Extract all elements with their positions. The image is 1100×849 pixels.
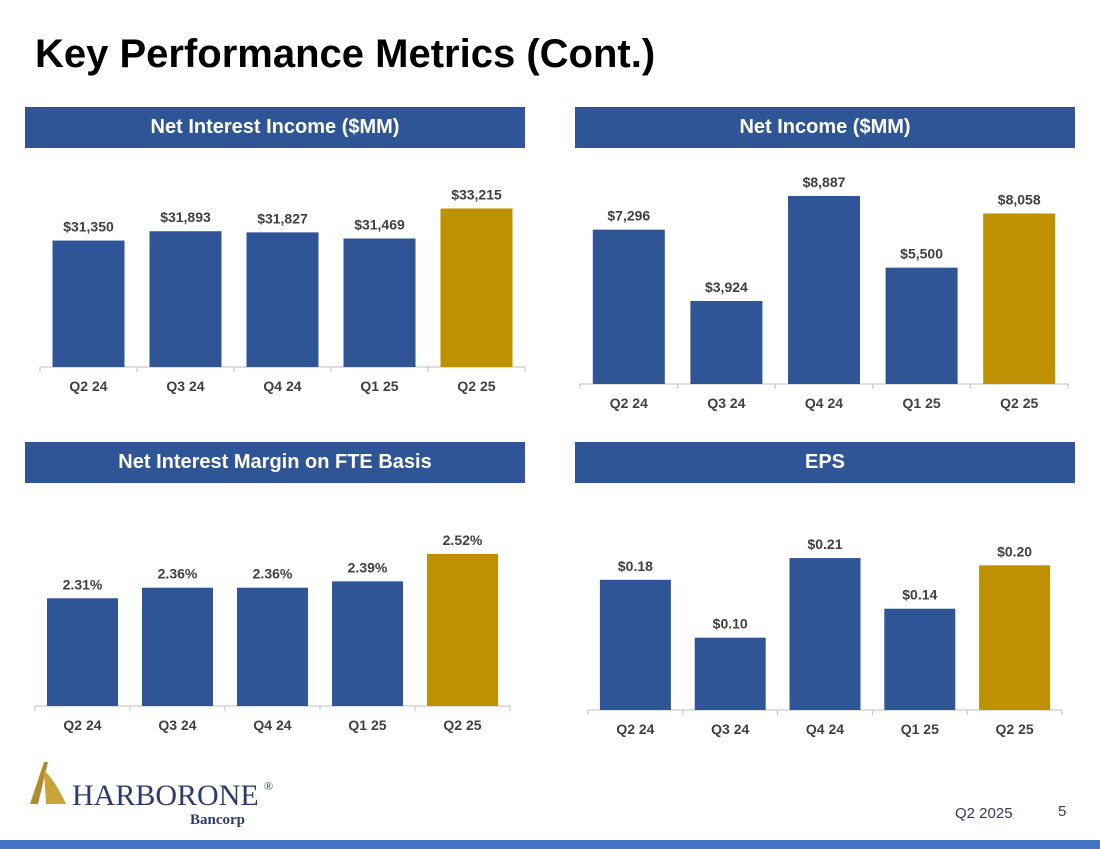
x-tick-label: Q1 25 [360,378,398,394]
data-label: $0.21 [807,536,842,552]
data-label: 2.39% [348,559,388,575]
x-tick-label: Q1 25 [901,721,939,737]
net-income-header: Net Income ($MM) [575,107,1075,148]
bar [788,195,860,384]
data-label: $8,058 [998,192,1041,208]
x-tick-label: Q2 25 [457,378,495,394]
data-label: $31,827 [257,210,308,226]
x-tick-label: Q2 25 [1000,395,1038,411]
page-number: 5 [1058,803,1067,820]
data-label: $0.14 [902,587,937,603]
data-label: 2.52% [443,532,483,548]
x-tick-label: Q4 24 [253,717,291,733]
bar [52,240,125,367]
data-label: $0.10 [713,616,748,632]
eps-header: EPS [575,442,1075,483]
data-label: $3,924 [705,279,748,295]
data-label: $33,215 [451,187,502,203]
x-tick-label: Q1 25 [903,395,941,411]
logo-harbor-text: HARBOR [72,779,197,812]
page-title: Key Performance Metrics (Cont.) [35,32,656,76]
sail-icon-secondary [44,770,66,804]
bar [440,208,513,367]
harborone-logo: HARBORONE ® Bancorp [30,762,273,828]
data-label: 2.36% [158,566,198,582]
bar [694,637,766,710]
footer-bar [0,840,1100,849]
bar [427,553,498,706]
bar [246,232,319,367]
data-label: 2.31% [63,576,103,592]
data-label: 2.36% [253,566,293,582]
x-tick-label: Q2 24 [616,721,654,737]
bar [47,598,118,706]
bar [789,558,861,710]
x-tick-label: Q2 24 [63,717,101,733]
x-tick-label: Q2 24 [69,378,107,394]
bar [979,565,1051,710]
data-label: $7,296 [607,208,650,224]
x-tick-label: Q1 25 [348,717,386,733]
x-tick-label: Q3 24 [707,395,745,411]
data-label: $0.20 [997,543,1032,559]
bar [142,587,213,706]
bar [237,587,308,706]
footer-period-label: Q2 2025 [955,805,1013,822]
svg-text:HARBORONE: HARBORONE [72,779,259,812]
bar [885,267,958,384]
bar [149,231,222,367]
bar [690,300,763,384]
logo-subtitle: Bancorp [190,812,245,828]
bar [884,608,956,710]
data-label: $31,350 [63,219,114,235]
bar [599,579,671,710]
data-label: $31,893 [160,209,211,225]
logo-registered-mark: ® [264,779,273,793]
bar [983,213,1056,384]
logo-one-text: ONE [197,779,259,812]
bar [332,581,403,706]
bar [343,238,416,367]
x-tick-label: Q2 24 [610,395,648,411]
x-tick-label: Q4 24 [806,721,844,737]
x-tick-label: Q3 24 [166,378,204,394]
sail-icon [30,762,48,804]
data-label: $0.18 [618,558,653,574]
data-label: $5,500 [900,246,943,262]
net-interest-margin-header: Net Interest Margin on FTE Basis [25,442,525,483]
x-tick-label: Q3 24 [711,721,749,737]
x-tick-label: Q2 25 [443,717,481,733]
x-tick-label: Q4 24 [805,395,843,411]
x-tick-label: Q3 24 [158,717,196,733]
data-label: $31,469 [354,217,405,233]
bar [592,229,665,384]
x-tick-label: Q4 24 [263,378,301,394]
data-label: $8,887 [803,174,846,190]
net-interest-income-header: Net Interest Income ($MM) [25,107,525,148]
x-tick-label: Q2 25 [996,721,1034,737]
